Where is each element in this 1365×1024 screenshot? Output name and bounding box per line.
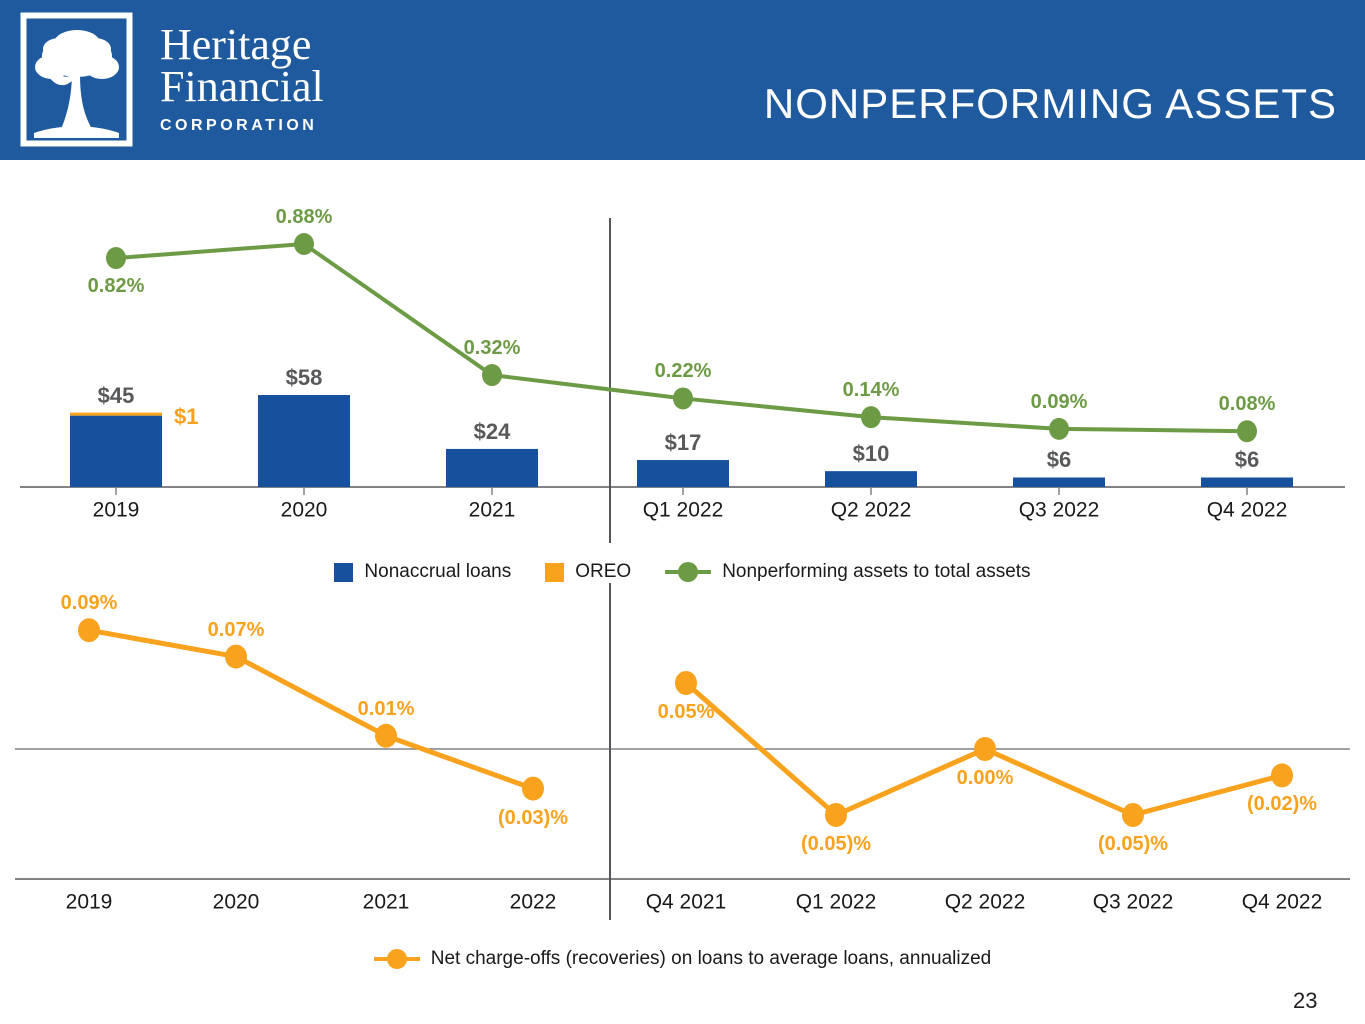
nonaccrual-bar-Q3 2022 — [1013, 477, 1105, 487]
nco-marker-Q2 2022 — [974, 737, 996, 761]
npa-ratio-label: 0.88% — [275, 206, 333, 228]
legend-label-net-charge-offs: Net charge-offs (recoveries) on loans to… — [430, 948, 992, 969]
oreo-bar-2019 — [70, 412, 162, 416]
nco-marker-Q4 2022 — [1271, 763, 1293, 788]
nco-marker-2020 — [225, 644, 247, 669]
legend-item-npa-ratio: Nonperforming assets to total assets — [665, 561, 1031, 583]
npa-ratio-marker-Q2 2022 — [861, 406, 881, 429]
nonaccrual-bar-Q1 2022 — [637, 460, 729, 487]
npa-ratio-marker-2019 — [106, 247, 126, 270]
nco-marker-2022 — [522, 776, 544, 801]
nco-marker-2019 — [78, 618, 100, 643]
oreo-swatch-icon — [545, 562, 565, 582]
company-logo-text: Heritage Financial CORPORATION — [160, 20, 324, 135]
npa-ratio-marker-2020 — [294, 233, 314, 255]
bar-value-label: $24 — [473, 418, 511, 444]
npa-ratio-label: 0.22% — [654, 360, 712, 383]
bottom-category-label: 2020 — [212, 890, 260, 914]
nco-marker-Q4 2021 — [675, 671, 697, 695]
legend-label-nonaccrual-loans: Nonaccrual loans — [364, 561, 512, 582]
top-chart-legend: Nonaccrual loans OREO Nonperforming asse… — [0, 558, 1365, 586]
orange-line-marker-icon — [373, 949, 420, 969]
bottom-category-label: Q4 2021 — [645, 890, 727, 914]
nco-value-label: 0.05% — [657, 701, 715, 723]
top-category-label: Q1 2022 — [642, 498, 724, 522]
npa-ratio-label: 0.14% — [842, 379, 900, 402]
bottom-category-label: 2019 — [65, 890, 113, 914]
npa-ratio-marker-Q3 2022 — [1049, 417, 1069, 440]
nco-marker-Q3 2022 — [1122, 803, 1144, 827]
nco-value-label: 0.01% — [357, 697, 415, 720]
top-category-label: 2019 — [92, 498, 140, 522]
nco-marker-Q1 2022 — [825, 803, 847, 827]
legend-item-oreo: OREO — [545, 561, 631, 583]
nonaccrual-bar-Q2 2022 — [825, 471, 917, 487]
npa-ratio-label: 0.08% — [1218, 393, 1276, 416]
bottom-category-label: Q3 2022 — [1092, 890, 1174, 914]
bottom-chart-legend: Net charge-offs (recoveries) on loans to… — [0, 946, 1365, 972]
npa-ratio-label: 0.09% — [1030, 390, 1088, 413]
legend-label-npa-ratio: Nonperforming assets to total assets — [722, 561, 1031, 582]
nco-marker-2021 — [375, 723, 397, 748]
nonaccrual-loans-swatch-icon — [334, 562, 354, 582]
top-category-label: Q3 2022 — [1018, 498, 1100, 522]
npa-ratio-marker-2021 — [482, 364, 502, 387]
nco-value-label: 0.09% — [60, 592, 118, 615]
nonaccrual-bar-2021 — [446, 448, 538, 487]
npa-ratio-label: 0.32% — [463, 337, 521, 360]
top-category-label: Q2 2022 — [830, 498, 912, 522]
logo-word-heritage: Heritage — [160, 20, 312, 69]
bar-value-label: $58 — [285, 365, 323, 390]
top-category-label: 2021 — [468, 498, 516, 522]
tree-logo-icon — [20, 12, 133, 147]
npa-ratio-marker-Q1 2022 — [673, 387, 693, 410]
nco-value-label: (0.03)% — [497, 806, 569, 829]
top-category-label: Q4 2022 — [1206, 498, 1288, 522]
bottom-category-label: 2022 — [509, 890, 557, 914]
bar-value-label: $10 — [852, 441, 890, 467]
legend-item-nonaccrual-loans: Nonaccrual loans — [334, 561, 511, 583]
green-line-marker-icon — [665, 562, 712, 582]
bottom-category-label: Q2 2022 — [944, 890, 1026, 914]
bar-value-label: $6 — [1234, 447, 1260, 473]
logo-word-financial: Financial — [160, 62, 324, 111]
header: Heritage Financial CORPORATION NONPERFOR… — [0, 0, 1365, 160]
bottom-category-label: Q4 2022 — [1241, 890, 1323, 914]
slide-title: NONPERFORMING ASSETS — [763, 80, 1337, 127]
legend-label-oreo: OREO — [575, 561, 632, 582]
npa-ratio-marker-Q4 2022 — [1237, 420, 1257, 443]
oreo-value-label: $1 — [174, 403, 199, 429]
nonaccrual-bar-2019 — [70, 415, 162, 487]
bottom-category-label: Q1 2022 — [795, 890, 877, 914]
nco-value-label: 0.00% — [956, 767, 1014, 789]
legend-item-net-charge-offs: Net charge-offs (recoveries) on loans to… — [373, 948, 992, 970]
nco-value-label: (0.05)% — [1097, 833, 1169, 855]
nco-line-segment-0 — [88, 627, 534, 791]
nco-value-label: (0.05)% — [800, 833, 872, 855]
bottom-category-label: 2021 — [362, 890, 410, 914]
nonaccrual-bar-Q4 2022 — [1201, 477, 1293, 487]
nco-value-label: (0.02)% — [1246, 793, 1318, 816]
bar-value-label: $17 — [664, 430, 702, 456]
npa-ratio-label: 0.82% — [87, 275, 145, 298]
top-category-label: 2020 — [280, 498, 328, 522]
nco-value-label: 0.07% — [207, 618, 265, 641]
logo-word-corporation: CORPORATION — [160, 117, 318, 134]
bar-value-label: $6 — [1046, 447, 1072, 473]
nonaccrual-bar-2020 — [258, 395, 350, 487]
bar-value-label: $45 — [97, 382, 135, 408]
page-number: 23 — [1293, 988, 1318, 1013]
